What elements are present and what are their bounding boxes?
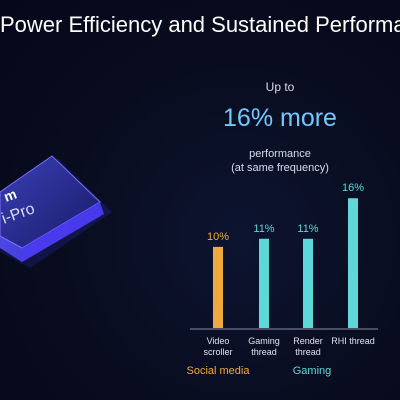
group-label-1: Gaming bbox=[293, 365, 332, 377]
category-label-2-0: Render bbox=[293, 336, 323, 346]
headline-performance-line2: (at same frequency) bbox=[231, 162, 329, 174]
bar-0 bbox=[213, 246, 223, 328]
category-label-2-1: thread bbox=[295, 347, 321, 357]
category-label-3-0: RHI thread bbox=[331, 336, 375, 346]
category-label-0-1: scroller bbox=[203, 347, 232, 357]
bar-3 bbox=[348, 198, 358, 328]
slide-title: Power Efficiency and Sustained Performa bbox=[0, 12, 400, 38]
group-label-0: Social media bbox=[187, 365, 251, 377]
bar-value-label-1: 11% bbox=[253, 223, 274, 235]
bar-value-label-2: 11% bbox=[297, 223, 318, 235]
bar-2 bbox=[303, 238, 313, 328]
chip-edge bbox=[22, 202, 104, 262]
category-label-1-1: thread bbox=[251, 347, 277, 357]
chip-graphic: m i-Pro bbox=[0, 155, 112, 268]
headline-performance-line1: performance bbox=[249, 148, 311, 160]
chip-illustration: m i-Pro bbox=[0, 140, 120, 290]
bar-1 bbox=[259, 238, 269, 328]
bar-value-label-0: 10% bbox=[207, 231, 229, 243]
bar-value-label-3: 16% bbox=[342, 182, 364, 194]
headline-up-to: Up to bbox=[265, 80, 295, 94]
chip-label-1: m bbox=[2, 186, 19, 205]
headline-performance: performance (at same frequency) bbox=[180, 147, 380, 175]
category-label-1-0: Gaming bbox=[248, 336, 280, 346]
slide-title-text: Power Efficiency and Sustained Performa bbox=[0, 12, 400, 37]
category-label-0-0: Video bbox=[207, 336, 230, 346]
headline-percentage: 16% more bbox=[223, 104, 337, 132]
